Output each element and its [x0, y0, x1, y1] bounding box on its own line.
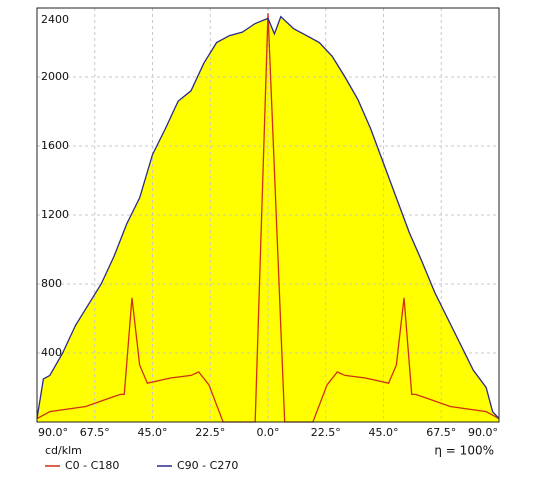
x-tick-label: 45.0°	[369, 426, 399, 439]
x-tick-label: 22.5°	[195, 426, 225, 439]
x-tick-label: 22.5°	[311, 426, 341, 439]
legend-label: C0 - C180	[65, 459, 119, 472]
efficiency-label: η = 100%	[434, 444, 494, 458]
x-tick-label: 0.0°	[257, 426, 280, 439]
y-tick-label: 1200	[41, 208, 69, 221]
x-tick-label: 45.0°	[138, 426, 168, 439]
series-line	[36, 13, 500, 423]
y-tick-label: 2000	[41, 70, 69, 83]
y-axis-label: cd/klm	[45, 444, 82, 457]
y-tick-label: 1600	[41, 139, 69, 152]
series-line	[36, 15, 500, 419]
x-tick-label: 67.5°	[80, 426, 110, 439]
legend-label: C90 - C270	[177, 459, 238, 472]
x-tick-label: 90.0°	[468, 426, 498, 439]
plot-border	[36, 7, 500, 423]
x-tick-label: 67.5°	[426, 426, 456, 439]
y-tick-label: 800	[41, 277, 62, 290]
x-tick-label: 90.0°	[38, 426, 68, 439]
y-tick-label: 400	[41, 346, 62, 359]
y-tick-label: 2400	[41, 13, 69, 26]
